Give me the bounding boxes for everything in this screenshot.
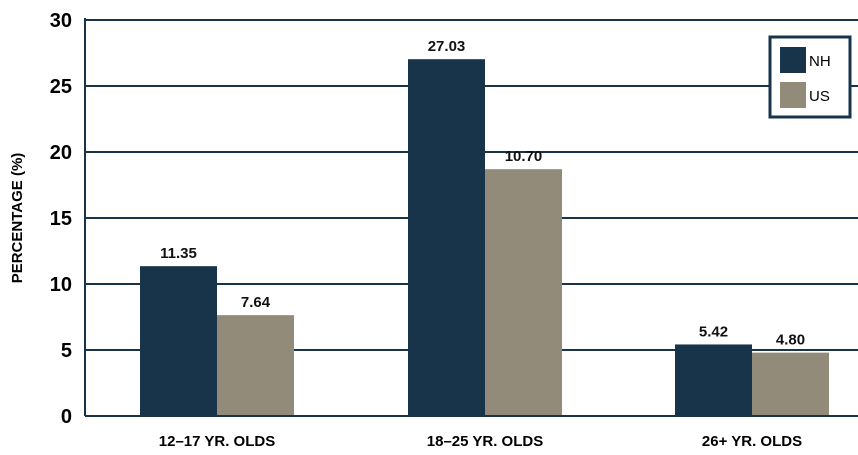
bar-nh-2 (675, 344, 752, 416)
data-label-us-1: 10.70 (505, 148, 543, 165)
y-tick-label: 0 (61, 406, 72, 428)
x-tick-label: 12–17 YR. OLDS (159, 433, 275, 450)
y-tick-label: 20 (50, 142, 72, 164)
data-label-nh-1: 27.03 (428, 38, 466, 55)
y-tick-label: 25 (50, 76, 72, 98)
data-labels: 11.35 27.03 5.42 7.64 10.70 4.80 (160, 38, 805, 348)
bars (140, 59, 829, 416)
x-tick-label: 18–25 YR. OLDS (427, 433, 543, 450)
bar-us-0 (217, 315, 294, 416)
bar-us-2 (752, 352, 829, 416)
y-tick-label: 15 (50, 208, 72, 230)
legend-label-nh: NH (809, 53, 831, 70)
data-label-us-0: 7.64 (241, 294, 271, 311)
legend: NH US (768, 35, 852, 119)
legend-swatch-nh (780, 47, 806, 73)
data-label-nh-0: 11.35 (160, 245, 197, 262)
data-label-us-2: 4.80 (776, 332, 805, 349)
y-axis-title: PERCENTAGE (%) (9, 153, 26, 284)
y-tick-label: 10 (50, 274, 72, 296)
x-tick-label: 26+ YR. OLDS (702, 433, 802, 450)
bar-nh-1 (408, 59, 485, 416)
legend-label-us: US (809, 88, 830, 105)
y-tick-label: 5 (61, 340, 72, 362)
y-tick-label: 30 (50, 10, 72, 32)
legend-swatch-us (780, 82, 806, 108)
bar-nh-0 (140, 266, 217, 416)
bar-us-1 (485, 169, 562, 416)
data-label-nh-2: 5.42 (699, 323, 728, 340)
tick-labels: 0 5 10 15 20 25 30 12–17 YR. OLDS 18–25 YR. OLDS… (50, 10, 802, 450)
axes (84, 18, 858, 417)
